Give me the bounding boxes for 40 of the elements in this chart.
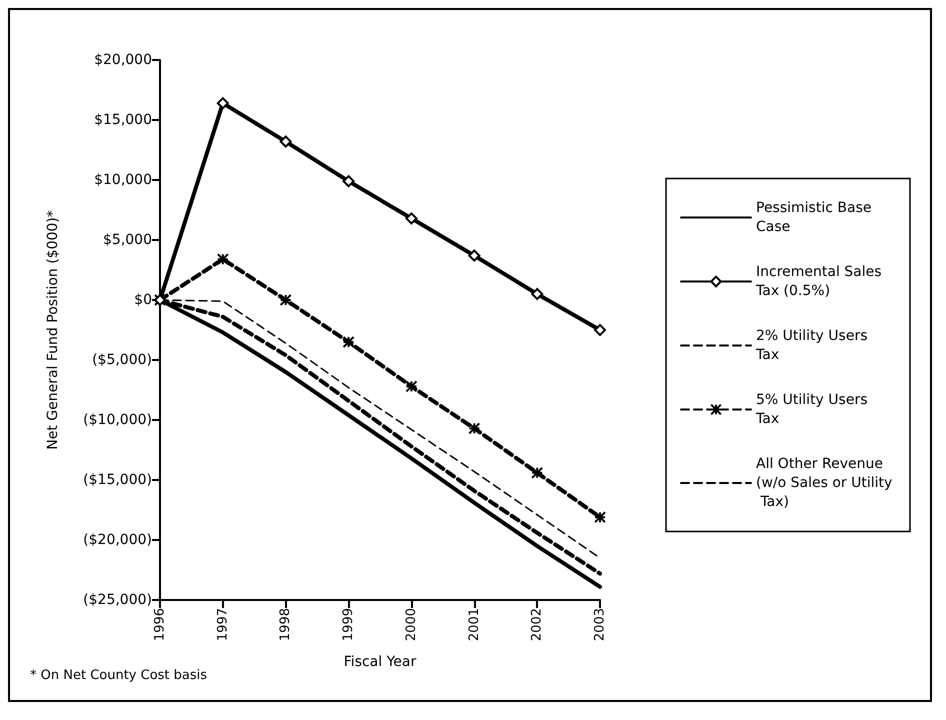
legend-label: All Other Revenue (w/o Sales or Utility Tax): [756, 456, 892, 510]
y-axis-title: Net General Fund Position ($000)*: [45, 210, 61, 450]
point: [531, 466, 544, 479]
y-tick-label: ($15,000): [83, 472, 152, 488]
point: [531, 288, 544, 300]
x-tick-label: 2001: [466, 608, 482, 642]
x-tick-label: 2000: [404, 608, 419, 642]
point: [216, 97, 229, 110]
point: [594, 511, 606, 524]
x-tick-label: 1997: [215, 608, 230, 642]
point: [342, 336, 355, 348]
point: [405, 212, 418, 224]
legend-label: 2% Utility Users Tax: [755, 328, 872, 363]
point: [405, 380, 418, 392]
point: [280, 136, 292, 148]
point: [216, 253, 229, 266]
x-tick-label: 1996: [152, 608, 168, 642]
x-tick-label: 1998: [278, 608, 294, 642]
y-tick-label: ($5,000): [92, 352, 152, 368]
point: [342, 175, 355, 188]
legend-label: Incremental Sales Tax (0.5%): [755, 264, 886, 299]
y-tick-label: $15,000: [94, 112, 152, 128]
y-tick-label: $20,000: [94, 52, 152, 68]
point: [468, 250, 480, 262]
y-tick-label: $10,000: [94, 172, 152, 188]
y-tick-label: ($25,000): [83, 592, 152, 608]
x-tick-label: 1999: [341, 608, 356, 642]
text: * On Net County Cost basis: [30, 668, 208, 683]
point: [594, 324, 606, 336]
legend-label: 5% Utility Users Tax: [755, 392, 872, 427]
point: [280, 294, 292, 306]
legend-label: Pessimistic Base Case: [756, 200, 876, 235]
y-tick-label: $5,000: [103, 232, 152, 248]
y-tick-label: $0: [134, 292, 152, 308]
x-tick-label: 2003: [592, 608, 608, 642]
point: [468, 422, 480, 434]
y-tick-label: ($10,000): [83, 412, 152, 428]
x-tick-label: 2002: [530, 608, 545, 642]
y-tick-label: ($20,000): [83, 532, 152, 548]
x-axis-title: Fiscal Year: [344, 654, 416, 670]
